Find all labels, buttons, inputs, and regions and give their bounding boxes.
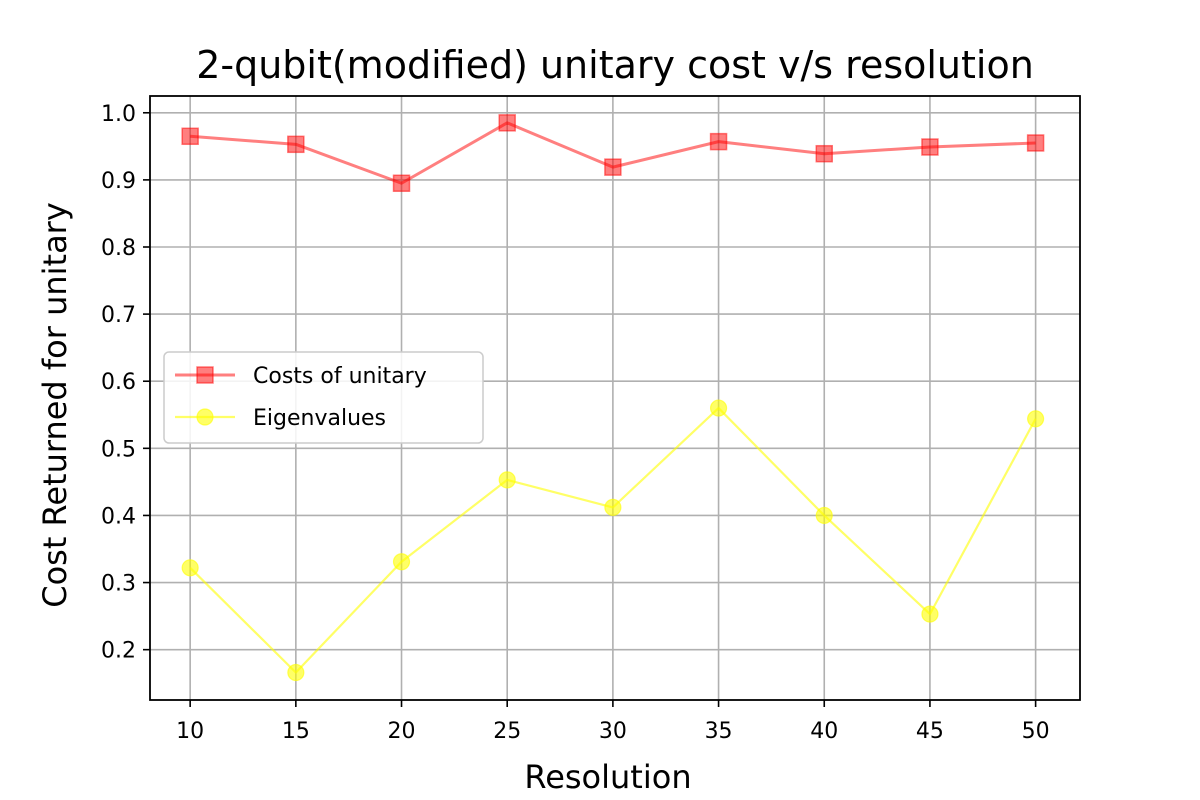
legend-marker-eigenvalues [196,408,214,426]
chart-title: 2-qubit(modified) unitary cost v/s resol… [196,43,1034,87]
y-tick-label: 0.8 [101,236,136,261]
series-layer [181,114,1045,682]
grid [150,96,1080,700]
data-point-costs-of-unitary [604,158,622,176]
y-tick-label: 0.3 [101,572,136,597]
data-point-costs-of-unitary [815,144,833,163]
x-axis-label: Resolution [524,758,691,796]
y-tick-label: 0.5 [101,437,136,462]
legend: Costs of unitary Eigenvalues [163,351,484,444]
x-tick-label: 15 [282,719,310,744]
y-axis-label: Cost Returned for unitary [36,202,74,608]
x-tick-label: 35 [705,719,733,744]
data-point-eigenvalues [604,498,622,516]
legend-label-eigenvalues: Eigenvalues [253,406,386,431]
data-point-costs-of-unitary [498,114,516,132]
x-tick-label: 40 [810,719,838,744]
data-point-eigenvalues [181,559,199,577]
data-point-eigenvalues [921,605,939,623]
plot-frame [149,95,1081,701]
x-tick-label: 50 [1022,719,1050,744]
x-tick-label: 45 [916,719,944,744]
y-tick-label: 0.7 [101,303,136,328]
x-tick-label: 25 [493,719,521,744]
y-tick-label: 0.2 [101,639,136,664]
data-point-eigenvalues [815,506,833,525]
x-tick-label: 10 [176,719,204,744]
data-point-costs-of-unitary [1026,134,1045,152]
y-tick-label: 1.0 [101,102,136,127]
x-tick-label: 30 [599,719,627,744]
data-point-eigenvalues [1027,410,1045,428]
legend-label-costs: Costs of unitary [253,364,427,389]
data-point-eigenvalues [287,663,305,682]
data-point-costs-of-unitary [287,135,305,154]
data-point-eigenvalues [392,553,411,571]
y-tick-label: 0.4 [101,504,136,529]
x-axis-ticks: 10 15 20 25 30 35 40 45 50 [176,700,1050,744]
data-point-eigenvalues [709,399,728,417]
data-point-costs-of-unitary [709,132,728,151]
data-point-costs-of-unitary [392,174,411,192]
data-point-eigenvalues [498,471,516,489]
legend-marker-costs [196,366,214,384]
legend-frame [163,351,484,444]
y-tick-label: 0.9 [101,169,136,194]
data-point-costs-of-unitary [181,127,199,146]
data-point-costs-of-unitary [921,138,939,156]
x-tick-label: 20 [388,719,416,744]
y-axis-ticks: 0.2 0.3 0.4 0.5 0.6 0.7 0.8 0.9 1.0 [101,102,150,664]
y-tick-label: 0.6 [101,370,136,395]
